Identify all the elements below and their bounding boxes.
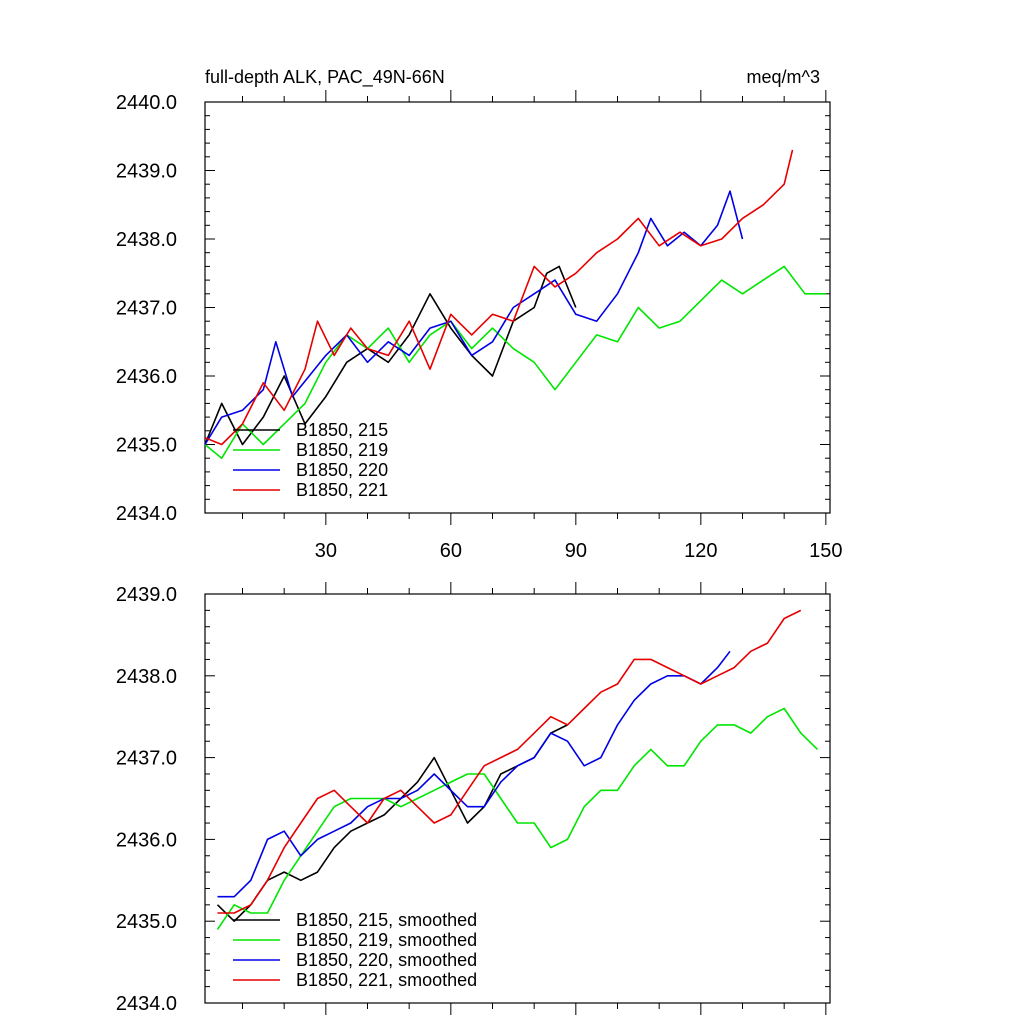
series-line-b1850-220-smoothed: [217, 650, 731, 898]
x-tick-label: 90: [565, 540, 587, 562]
series-line-b1850-215: [204, 265, 577, 446]
legend-label: B1850, 220: [296, 460, 388, 480]
y-tick-label: 2437.0: [116, 298, 177, 320]
legend-label: B1850, 219, smoothed: [296, 930, 477, 950]
chart-units: meq/m^3: [747, 67, 820, 87]
y-tick-label: 2435.0: [116, 435, 177, 457]
series-line-b1850-215-smoothed: [216, 724, 568, 923]
y-tick-label: 2436.0: [116, 829, 177, 851]
legend-label: B1850, 215, smoothed: [296, 910, 477, 930]
y-tick-label: 2439.0: [116, 584, 177, 606]
legend-label: B1850, 221, smoothed: [296, 970, 477, 990]
series-line-b1850-221: [204, 149, 794, 446]
legend-label: B1850, 220, smoothed: [296, 950, 477, 970]
y-tick-label: 2438.0: [116, 229, 177, 251]
x-tick-label: 60: [440, 540, 462, 562]
plot-frame: [204, 593, 831, 1004]
legend-label: B1850, 219: [296, 440, 388, 460]
y-tick-label: 2436.0: [116, 366, 177, 388]
x-tick-label: 30: [315, 540, 337, 562]
chart-title: full-depth ALK, PAC_49N-66N: [205, 67, 445, 88]
series-line-b1850-221-smoothed: [217, 609, 802, 914]
y-tick-label: 2434.0: [116, 993, 177, 1015]
y-tick-label: 2439.0: [116, 161, 177, 183]
y-tick-label: 2435.0: [116, 911, 177, 933]
x-tick-label: 150: [809, 540, 842, 562]
y-tick-label: 2440.0: [116, 92, 177, 114]
series-line-b1850-219: [204, 265, 826, 460]
series-line-b1850-220: [204, 190, 744, 445]
legend-label: B1850, 221: [296, 480, 388, 500]
top-panel: 2434.0 2435.0 2436.0 2437.0 2438.0 2439.0 2440…: [116, 90, 843, 562]
bottom-panel: 2434.0 2435.0 2436.0 2437.0 2438.0 2439.0 B185…: [116, 582, 831, 1015]
legend-label: B1850, 215: [296, 420, 388, 440]
series-line-b1850-219-smoothed: [216, 707, 819, 930]
y-tick-label: 2434.0: [116, 503, 177, 525]
y-tick-label: 2437.0: [116, 748, 177, 770]
y-tick-label: 2438.0: [116, 666, 177, 688]
x-tick-label: 120: [684, 540, 717, 562]
